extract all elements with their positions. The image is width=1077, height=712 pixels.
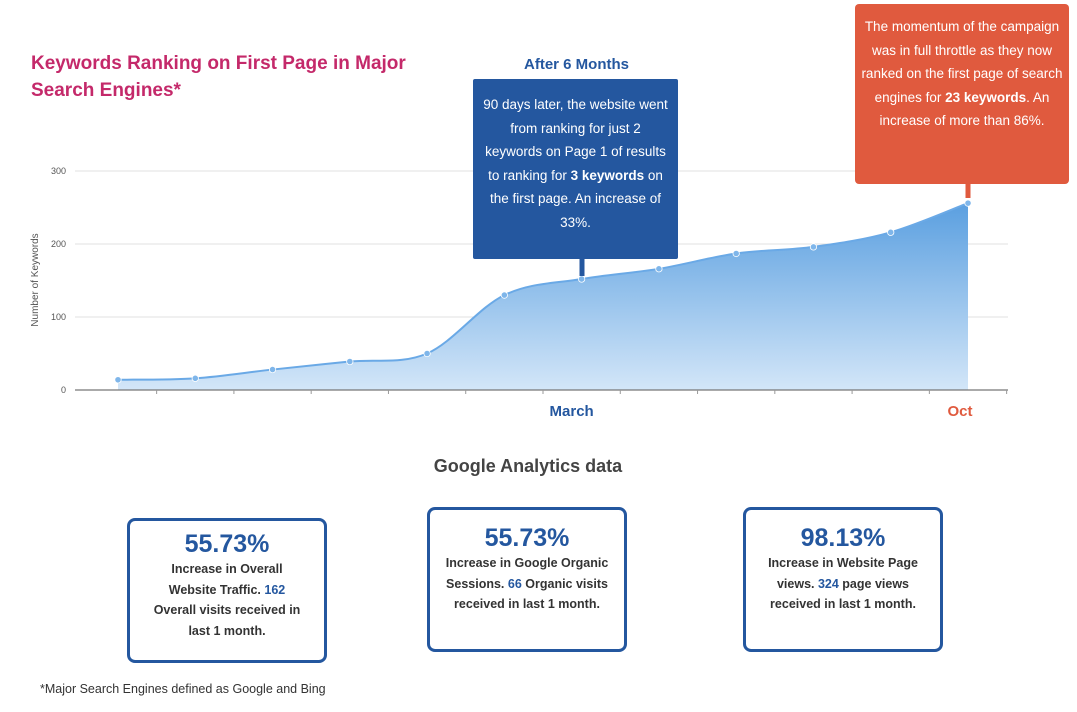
stat-value: 98.13% (800, 524, 886, 552)
stat-description: Increase in Overall Website Traffic. 162… (153, 562, 301, 638)
data-point (809, 243, 818, 251)
annotation-six-months: 90 days later, the website went from ran… (473, 79, 678, 259)
annotation-text-2: on the first page. An increase of 33%. (489, 167, 663, 230)
annotation-oct-text-1: The momentum of the campaign was in full… (861, 19, 1063, 105)
stat-value: 55.73% (484, 524, 570, 552)
data-point (655, 265, 663, 273)
stat-value: 55.73% (184, 530, 270, 558)
stat-card-pageviews: 98.13% Increase in Website Page views. 3… (743, 507, 943, 652)
y-axis-label: Number of Keywords (30, 233, 41, 326)
y-tick-label: 300 (51, 166, 66, 176)
data-point (346, 357, 354, 366)
keywords-area (118, 203, 968, 390)
data-point (887, 228, 895, 236)
data-point (423, 349, 431, 358)
annotation-oct: The momentum of the campaign was in full… (855, 4, 1069, 184)
y-tick-label: 200 (51, 239, 66, 249)
y-tick-label: 0 (61, 385, 66, 395)
annotation-text-1: 90 days later, the website went from ran… (483, 97, 668, 183)
stat-card-organic: 55.73% Increase in Google Organic Sessio… (427, 507, 627, 652)
x-tick-label: March (550, 403, 594, 420)
data-point (114, 376, 122, 384)
chart-title: Keywords Ranking on First Page in Major … (31, 53, 406, 101)
stat-description: Increase in Google Organic Sessions. 66 … (445, 556, 609, 611)
x-tick-label: Oct (947, 403, 972, 420)
data-point (268, 365, 277, 374)
stat-description: Increase in Website Page views. 324 page… (768, 556, 918, 611)
data-point (732, 249, 740, 258)
data-point (191, 374, 199, 382)
annotation-oct-text-2: . An increase of more than 86%. (879, 89, 1050, 129)
data-point (500, 291, 508, 299)
stat-card-traffic: 55.73% Increase in Overall Website Traff… (127, 518, 327, 663)
data-point (964, 199, 972, 207)
y-tick-label: 100 (51, 312, 66, 322)
data-point (578, 275, 586, 283)
annotation-heading-six-months: After 6 Months (524, 56, 629, 73)
footnote: *Major Search Engines defined as Google … (40, 682, 326, 696)
annotation-bold-1: 3 keywords (570, 167, 645, 183)
ga-section-title: Google Analytics data (433, 456, 623, 476)
annotation-oct-bold: 23 keywords (945, 89, 1027, 105)
